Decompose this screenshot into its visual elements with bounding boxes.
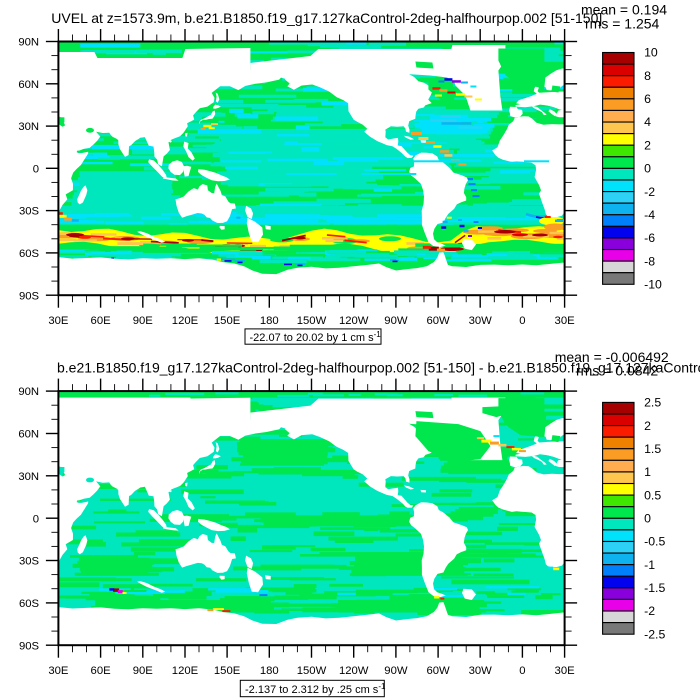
- svg-text:60E: 60E: [91, 315, 112, 327]
- svg-text:mean = 0.194: mean = 0.194: [581, 1, 667, 17]
- svg-text:90S: 90S: [19, 640, 40, 652]
- svg-text:90N: 90N: [18, 386, 39, 398]
- svg-text:-6: -6: [644, 231, 655, 245]
- svg-text:UVEL at z=1573.9m, b.e21.B1850: UVEL at z=1573.9m, b.e21.B1850.f19_g17.1…: [51, 10, 602, 26]
- svg-text:150W: 150W: [297, 315, 327, 327]
- svg-text:2: 2: [644, 138, 651, 152]
- svg-text:0: 0: [519, 315, 525, 327]
- svg-text:0: 0: [519, 665, 525, 677]
- svg-text:rms = 0.0842: rms = 0.0842: [576, 362, 658, 378]
- svg-text:90S: 90S: [19, 290, 40, 302]
- svg-text:b.e21.B1850.f19_g17.127kaContr: b.e21.B1850.f19_g17.127kaControl-2deg-ha…: [57, 360, 700, 376]
- svg-text:150W: 150W: [297, 665, 327, 677]
- svg-text:4: 4: [644, 115, 651, 129]
- svg-text:2: 2: [644, 419, 651, 433]
- svg-text:0: 0: [33, 163, 39, 175]
- svg-text:30W: 30W: [469, 665, 493, 677]
- svg-text:150E: 150E: [214, 665, 241, 677]
- svg-text:-1.5: -1.5: [644, 581, 665, 595]
- svg-text:30N: 30N: [18, 471, 39, 483]
- svg-text:120E: 120E: [172, 315, 199, 327]
- svg-text:30W: 30W: [469, 315, 493, 327]
- svg-text:1: 1: [644, 465, 651, 479]
- svg-text:0: 0: [644, 162, 651, 176]
- svg-text:-1: -1: [644, 558, 655, 572]
- svg-text:180: 180: [260, 315, 279, 327]
- svg-text:120W: 120W: [339, 665, 369, 677]
- svg-text:1.5: 1.5: [644, 442, 661, 456]
- svg-text:30E: 30E: [48, 315, 69, 327]
- svg-text:90E: 90E: [133, 315, 154, 327]
- svg-text:150E: 150E: [214, 315, 241, 327]
- svg-text:60E: 60E: [91, 665, 112, 677]
- svg-text:0.5: 0.5: [644, 488, 661, 502]
- svg-text:-10: -10: [644, 278, 662, 292]
- svg-text:8: 8: [644, 69, 651, 83]
- svg-text:-2: -2: [644, 185, 655, 199]
- svg-text:-2.137 to 2.312 by .25 cm s-1: -2.137 to 2.312 by .25 cm s-1: [245, 682, 386, 696]
- svg-text:120E: 120E: [172, 665, 199, 677]
- svg-text:30E: 30E: [555, 665, 576, 677]
- svg-text:90E: 90E: [133, 665, 154, 677]
- svg-text:-2: -2: [644, 604, 655, 618]
- svg-text:30S: 30S: [19, 556, 40, 568]
- svg-text:-4: -4: [644, 208, 655, 222]
- svg-text:60S: 60S: [19, 248, 40, 260]
- svg-text:180: 180: [260, 665, 279, 677]
- svg-text:90N: 90N: [18, 37, 39, 49]
- svg-text:10: 10: [644, 46, 658, 60]
- svg-text:60W: 60W: [426, 665, 450, 677]
- svg-text:rms = 1.254: rms = 1.254: [585, 16, 660, 32]
- svg-text:0: 0: [33, 513, 39, 525]
- svg-text:-0.5: -0.5: [644, 535, 665, 549]
- svg-text:90W: 90W: [384, 665, 408, 677]
- svg-text:120W: 120W: [339, 315, 369, 327]
- svg-text:30E: 30E: [555, 315, 576, 327]
- svg-text:2.5: 2.5: [644, 396, 661, 410]
- svg-text:90W: 90W: [384, 315, 408, 327]
- svg-text:30S: 30S: [19, 206, 40, 218]
- svg-text:0: 0: [644, 512, 651, 526]
- svg-text:30E: 30E: [48, 665, 69, 677]
- svg-text:-8: -8: [644, 254, 655, 268]
- svg-text:60S: 60S: [19, 598, 40, 610]
- svg-text:60N: 60N: [18, 429, 39, 441]
- svg-text:-22.07 to 20.02 by 1 cm s-1: -22.07 to 20.02 by 1 cm s-1: [250, 330, 382, 344]
- svg-text:60W: 60W: [426, 315, 450, 327]
- svg-text:mean = -0.006492: mean = -0.006492: [555, 349, 669, 365]
- svg-text:60N: 60N: [18, 79, 39, 91]
- svg-text:6: 6: [644, 92, 651, 106]
- svg-text:-2.5: -2.5: [644, 627, 665, 641]
- svg-text:30N: 30N: [18, 121, 39, 133]
